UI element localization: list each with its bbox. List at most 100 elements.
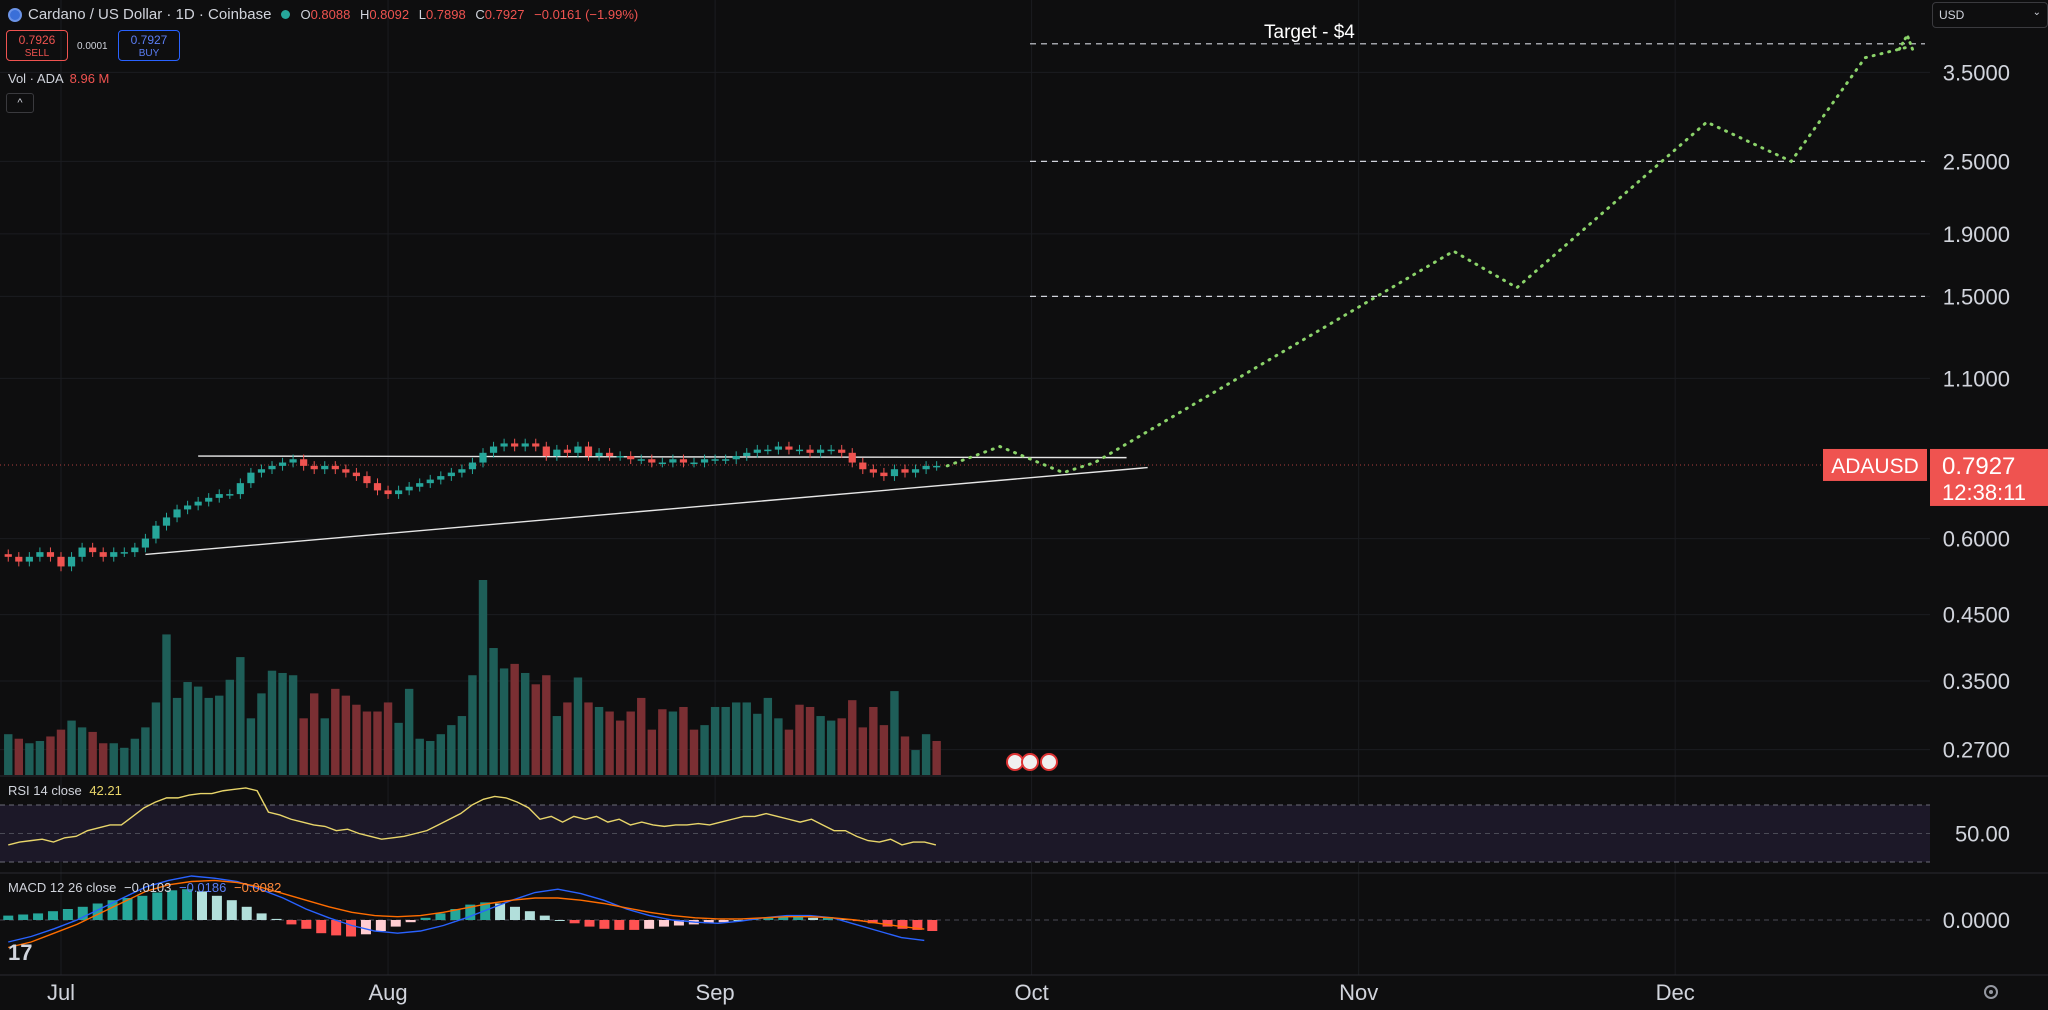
- macd-histogram-bar: [197, 891, 208, 920]
- candle-body: [331, 465, 339, 470]
- volume-bar: [404, 688, 414, 775]
- volume-bar: [721, 706, 730, 775]
- volume-bar: [837, 718, 846, 775]
- sell-price: 0.7926: [18, 33, 56, 47]
- volume-value: 8.96 M: [69, 71, 110, 86]
- candle-body: [616, 456, 624, 458]
- symbol-title[interactable]: Cardano / US Dollar · 1D · Coinbase: [28, 6, 272, 23]
- symbol-header[interactable]: Cardano / US Dollar · 1D · Coinbase O0.8…: [8, 6, 644, 23]
- macd-histogram-bar: [897, 920, 908, 929]
- macd-histogram-bar: [793, 916, 804, 920]
- candle-body: [700, 459, 709, 463]
- volume-bar: [394, 722, 403, 775]
- candle-body: [795, 449, 804, 452]
- volume-bar: [25, 743, 34, 775]
- volume-legend[interactable]: Vol · ADA 8.96 M: [8, 71, 109, 86]
- macd-histogram-bar: [18, 914, 29, 920]
- macd-hist-value: −0.0103: [124, 880, 172, 895]
- candle-body: [627, 456, 635, 460]
- candle-body: [774, 446, 782, 450]
- macd-label: MACD 12 26 close: [8, 880, 117, 895]
- volume-bar: [426, 740, 435, 775]
- high-value: 0.8092: [369, 7, 410, 22]
- macd-histogram-bar: [703, 920, 714, 924]
- y-tick-label: 1.9000: [1943, 222, 2010, 247]
- candle-body: [511, 443, 519, 447]
- macd-histogram-bar: [450, 909, 461, 920]
- settings-icon[interactable]: [1984, 985, 1998, 999]
- candle-body: [722, 459, 730, 461]
- x-tick-label: Jul: [47, 980, 75, 1005]
- volume-bar: [647, 729, 656, 775]
- candle-body: [120, 552, 128, 554]
- macd-histogram-bar: [137, 895, 148, 920]
- currency-select[interactable]: USD ⌄: [1932, 2, 2048, 28]
- volume-bar: [626, 711, 635, 775]
- candle-body: [226, 494, 234, 496]
- volume-bar: [900, 736, 910, 775]
- volume-bar: [753, 713, 762, 775]
- macd-histogram-bar: [808, 917, 819, 920]
- volume-bar: [816, 716, 825, 775]
- volume-bar: [689, 729, 699, 775]
- volume-bar: [447, 725, 456, 775]
- macd-histogram-bar: [375, 920, 386, 931]
- y-tick-label: 2.5000: [1943, 149, 2010, 174]
- candle-body: [67, 556, 76, 567]
- low-value: 0.7898: [425, 7, 466, 22]
- target-label: Target - $4: [1264, 22, 1355, 43]
- candle-body: [542, 446, 550, 457]
- candle-body: [4, 554, 12, 557]
- volume-bar: [278, 672, 287, 775]
- macd-histogram-bar: [912, 920, 923, 930]
- y-tick-label: 0.4500: [1943, 603, 2010, 628]
- volume-label: Vol · ADA: [8, 71, 64, 86]
- signal-line: [8, 879, 925, 949]
- collapse-legend-button[interactable]: ^: [6, 93, 34, 113]
- volume-bar: [120, 747, 129, 775]
- sell-button[interactable]: 0.7926 SELL: [6, 30, 68, 61]
- candle-body: [300, 459, 308, 466]
- candle-body: [869, 469, 877, 473]
- macd-histogram-bar: [301, 920, 312, 929]
- symbol-tag-label: ADAUSD: [1831, 455, 1919, 478]
- candle-body: [859, 462, 867, 470]
- volume-bar: [531, 684, 540, 775]
- macd-histogram-bar: [331, 920, 342, 936]
- macd-histogram-bar: [509, 906, 520, 920]
- macd-histogram-bar: [554, 920, 565, 921]
- volume-bar: [679, 706, 688, 775]
- tradingview-logo[interactable]: 17: [8, 940, 33, 965]
- volume-bar: [204, 697, 213, 775]
- y-tick-label: 0.6000: [1943, 527, 2010, 552]
- volume-bar: [310, 693, 319, 775]
- macd-histogram-bar: [107, 900, 118, 920]
- volume-bar: [215, 695, 224, 775]
- market-open-icon: [281, 10, 291, 19]
- y-tick-label: 1.1000: [1943, 366, 2010, 391]
- candle-body: [468, 462, 477, 470]
- volume-bar: [658, 709, 667, 775]
- volume-bar: [637, 697, 646, 775]
- candle-body: [732, 456, 740, 460]
- macd-histogram-bar: [405, 920, 416, 923]
- macd-histogram-bar: [495, 903, 506, 920]
- rsi-legend[interactable]: RSI 14 close 42.21: [8, 783, 122, 798]
- macd-histogram-bar: [316, 920, 327, 934]
- macd-histogram-bar: [927, 920, 938, 931]
- candle-body: [194, 501, 202, 506]
- x-tick-label: Sep: [696, 980, 735, 1005]
- candle-body: [416, 483, 424, 487]
- buy-button[interactable]: 0.7927 BUY: [118, 30, 180, 61]
- cardano-logo-icon: [8, 7, 22, 22]
- projection-arrowhead: [1897, 31, 1915, 53]
- candle-body: [911, 469, 920, 473]
- macd-histogram-bar: [62, 909, 73, 920]
- rsi-value: 42.21: [89, 783, 122, 798]
- macd-legend[interactable]: MACD 12 26 close −0.0103 −0.0186 −0.0082: [8, 880, 281, 895]
- macd-line-value: −0.0186: [179, 880, 227, 895]
- projection-path: [945, 45, 1909, 475]
- macd-histogram-bar: [718, 920, 729, 923]
- candle-body: [500, 443, 508, 447]
